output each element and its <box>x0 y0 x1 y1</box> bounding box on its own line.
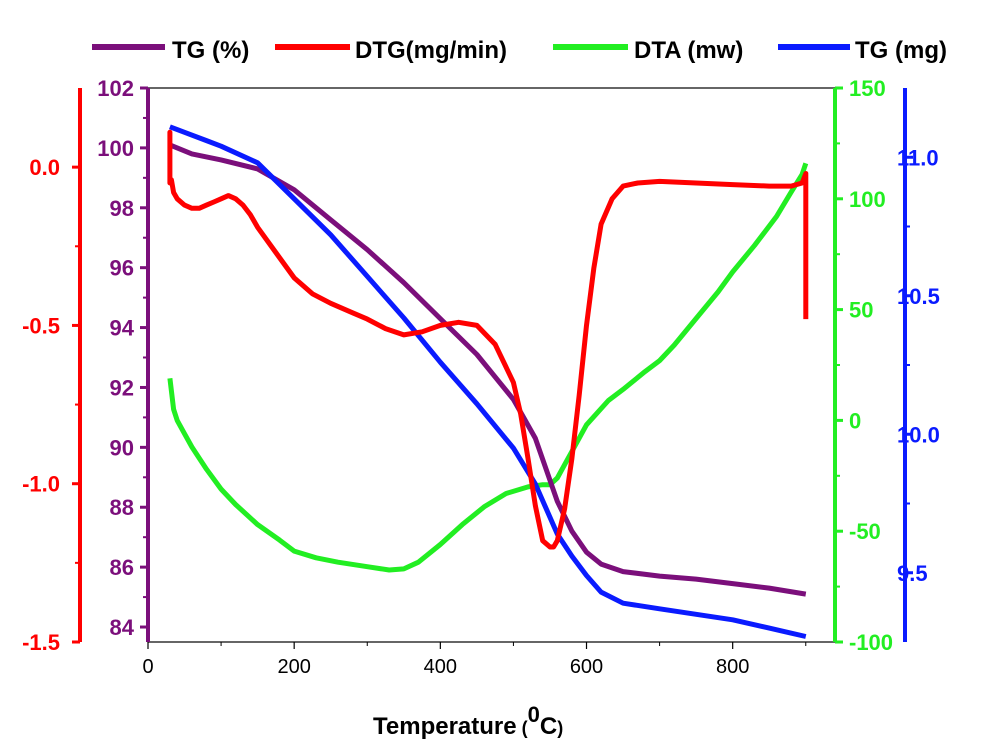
y-tick-label-tg-pct: 88 <box>110 495 134 520</box>
legend-label-dta: DTA (mw) <box>634 37 743 64</box>
y-tick-label-dta: 150 <box>849 76 886 101</box>
y-tick-label-tg-pct: 92 <box>110 375 134 400</box>
y-tick-label-tg-pct: 86 <box>110 555 134 580</box>
y-tick-label-tg-pct: 96 <box>110 256 134 281</box>
y-tick-label-tg-mg: 10.0 <box>897 422 940 447</box>
y-tick-label-dtg: -0.5 <box>22 313 60 338</box>
x-tick-label: 800 <box>716 656 749 678</box>
x-axis-paren-open: ( <box>522 718 528 738</box>
x-tick-label: 600 <box>570 656 603 678</box>
series-tg-pct <box>168 142 807 597</box>
x-axis-unit-sup: 0 <box>528 702 540 727</box>
y-tick-label-dta: 100 <box>849 187 886 212</box>
series-layer <box>167 124 809 639</box>
x-axis-paren-close: ) <box>557 718 563 738</box>
x-axis-title: Temperature (0C) <box>373 702 563 740</box>
y-tick-label-dta: -100 <box>849 630 893 655</box>
y-tick-label-tg-pct: 90 <box>110 435 134 460</box>
y-tick-label-tg-pct: 100 <box>97 136 134 161</box>
y-tick-label-dtg: -1.0 <box>22 472 60 497</box>
y-tick-label-dtg: 0.0 <box>29 155 60 180</box>
y-tick-label-tg-pct: 84 <box>110 615 135 640</box>
y-tick-label-tg-mg: 9.5 <box>897 561 928 586</box>
x-axis-title-text: Temperature <box>373 713 517 740</box>
y-tick-label-tg-pct: 102 <box>97 76 134 101</box>
plot-frame <box>147 87 836 643</box>
y-tick-label-tg-mg: 10.5 <box>897 284 940 309</box>
series-dtg <box>167 129 809 550</box>
x-tick-label: 400 <box>424 656 457 678</box>
series-tg-mg <box>169 124 807 639</box>
y-tick-label-dta: -50 <box>849 519 881 544</box>
x-tick-label: 200 <box>277 656 310 678</box>
legend-label-tg-mg: TG (mg) <box>855 37 947 64</box>
y-tick-label-dta: 50 <box>849 298 873 323</box>
y-tick-label-tg-pct: 94 <box>110 316 135 341</box>
y-tick-label-tg-mg: 11.0 <box>897 145 939 170</box>
y-tick-label-tg-pct: 98 <box>110 196 134 221</box>
legend-label-dtg: DTG(mg/min) <box>355 37 507 64</box>
x-axis-unit-c: C <box>540 713 557 740</box>
series-dta <box>167 162 809 573</box>
y-tick-label-dta: 0 <box>849 408 861 433</box>
legend: TG (%) DTG(mg/min) DTA (mw) TG (mg) <box>92 37 947 64</box>
legend-label-tg-pct: TG (%) <box>172 37 249 64</box>
y-tick-label-dtg: -1.5 <box>22 630 60 655</box>
axes-layer: 0 200 400 600 800 84 86 88 90 92 94 96 98 100 102 -1.5 -… <box>22 76 940 678</box>
x-tick-label: 0 <box>142 656 153 678</box>
